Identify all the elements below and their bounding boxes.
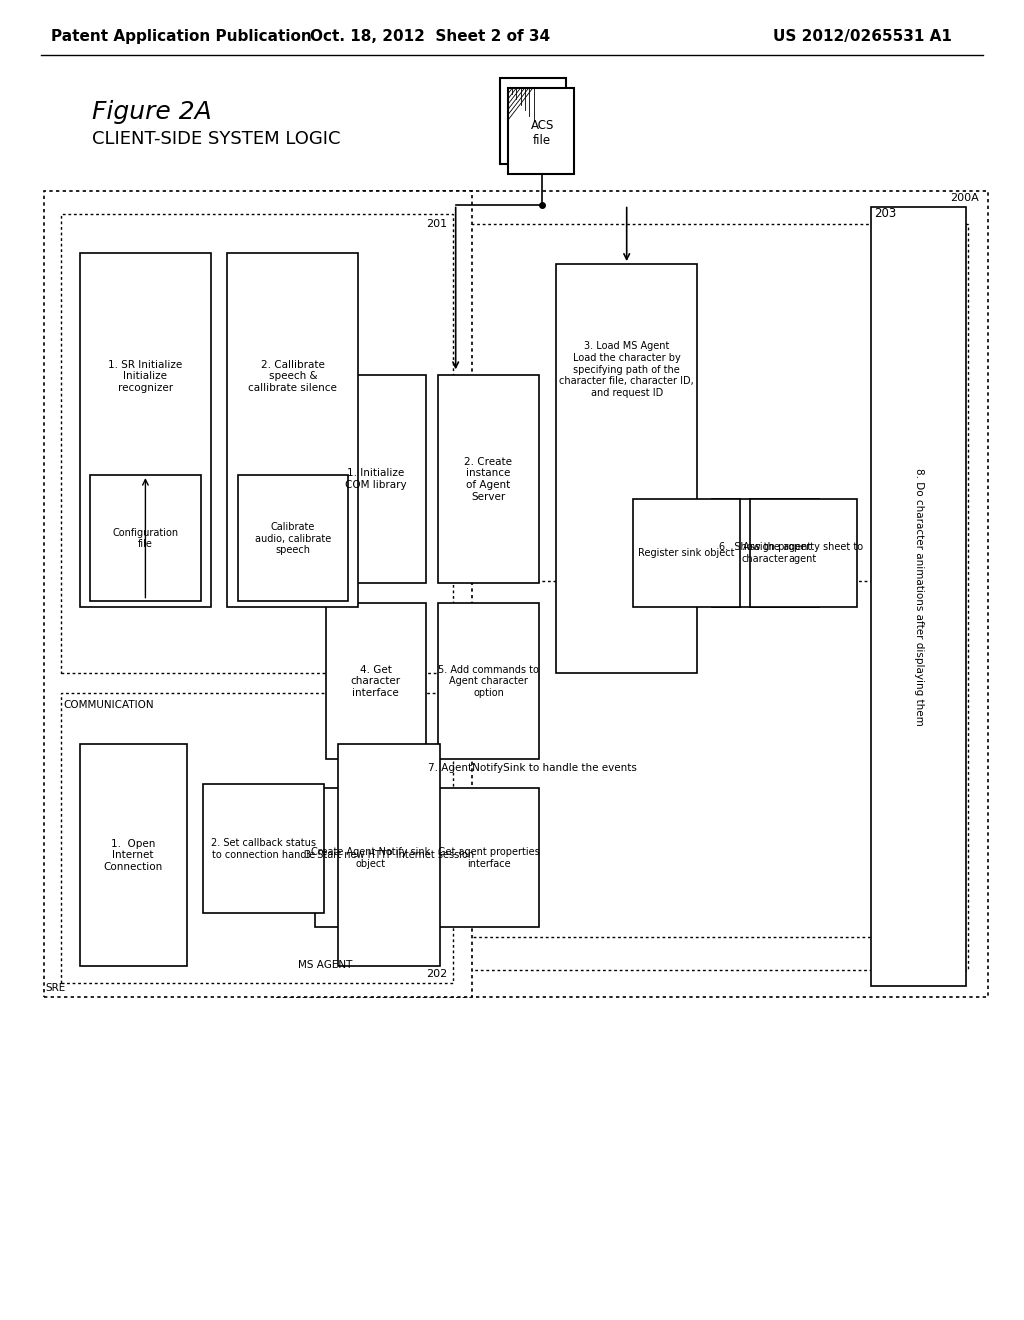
Text: Calibrate
audio, calibrate
speech: Calibrate audio, calibrate speech [255, 521, 331, 556]
FancyBboxPatch shape [44, 191, 472, 997]
FancyBboxPatch shape [338, 744, 440, 966]
Text: Oct. 18, 2012  Sheet 2 of 34: Oct. 18, 2012 Sheet 2 of 34 [310, 29, 550, 45]
FancyBboxPatch shape [326, 603, 426, 759]
Text: CLIENT-SIDE SYSTEM LOGIC: CLIENT-SIDE SYSTEM LOGIC [92, 129, 341, 148]
FancyBboxPatch shape [750, 499, 857, 607]
FancyBboxPatch shape [312, 581, 942, 937]
Text: 7. AgentNotifySink to handle the events: 7. AgentNotifySink to handle the events [428, 763, 637, 774]
Text: US 2012/0265531 A1: US 2012/0265531 A1 [773, 29, 952, 45]
Text: 3. Load MS Agent
Load the character by
specifying path of the
character file, ch: 3. Load MS Agent Load the character by s… [559, 342, 694, 397]
FancyBboxPatch shape [633, 499, 740, 607]
FancyBboxPatch shape [326, 375, 426, 583]
Text: 201: 201 [426, 219, 447, 230]
Text: 1. SR Initialize
Initialize
recognizer: 1. SR Initialize Initialize recognizer [109, 359, 182, 393]
Text: Assign property sheet to
agent: Assign property sheet to agent [742, 543, 863, 564]
Text: 1. Initialize
COM library: 1. Initialize COM library [345, 469, 407, 490]
Text: 202: 202 [426, 969, 447, 979]
Text: 2. Callibrate
speech &
callibrate silence: 2. Callibrate speech & callibrate silenc… [249, 359, 337, 393]
FancyBboxPatch shape [438, 375, 539, 583]
FancyBboxPatch shape [227, 253, 358, 607]
Text: 5. Add commands to
Agent character
option: 5. Add commands to Agent character optio… [438, 664, 539, 698]
FancyBboxPatch shape [80, 744, 187, 966]
FancyBboxPatch shape [871, 207, 966, 986]
Text: Figure 2A: Figure 2A [92, 100, 212, 124]
Text: 1.  Open
Internet
Connection: 1. Open Internet Connection [103, 838, 163, 873]
Text: MS AGENT: MS AGENT [298, 960, 352, 970]
FancyBboxPatch shape [500, 78, 566, 164]
FancyBboxPatch shape [315, 788, 426, 927]
Text: 2. Set callback status
to connection handle: 2. Set callback status to connection han… [211, 838, 315, 859]
Text: SRE: SRE [45, 982, 66, 993]
FancyBboxPatch shape [90, 475, 201, 601]
Text: 200A: 200A [950, 193, 979, 203]
FancyBboxPatch shape [556, 264, 697, 673]
Text: 6.  Show the agent
character: 6. Show the agent character [719, 543, 811, 564]
FancyBboxPatch shape [203, 784, 324, 913]
FancyBboxPatch shape [61, 214, 453, 673]
FancyBboxPatch shape [712, 499, 819, 607]
FancyBboxPatch shape [438, 788, 539, 927]
FancyBboxPatch shape [508, 88, 574, 174]
FancyBboxPatch shape [297, 224, 968, 970]
Text: 3. Start new HTTP Internet session: 3. Start new HTTP Internet session [304, 850, 474, 861]
Text: 4. Get
character
interface: 4. Get character interface [351, 664, 400, 698]
FancyBboxPatch shape [238, 475, 348, 601]
Text: Create Agent Notify sink
object: Create Agent Notify sink object [311, 847, 430, 869]
Text: ACS
file: ACS file [530, 119, 554, 148]
Text: 203: 203 [874, 207, 897, 220]
Text: Register sink object: Register sink object [638, 548, 734, 558]
Text: Configuration
file: Configuration file [113, 528, 178, 549]
Text: 8. Do character animations after displaying them: 8. Do character animations after display… [913, 467, 924, 726]
Text: COMMUNICATION: COMMUNICATION [63, 700, 155, 710]
Text: 2. Create
instance
of Agent
Server: 2. Create instance of Agent Server [465, 457, 512, 502]
FancyBboxPatch shape [438, 603, 539, 759]
Text: Patent Application Publication: Patent Application Publication [51, 29, 312, 45]
FancyBboxPatch shape [80, 253, 211, 607]
Text: Get agent properties
interface: Get agent properties interface [437, 847, 540, 869]
FancyBboxPatch shape [61, 693, 453, 983]
FancyBboxPatch shape [276, 191, 988, 997]
